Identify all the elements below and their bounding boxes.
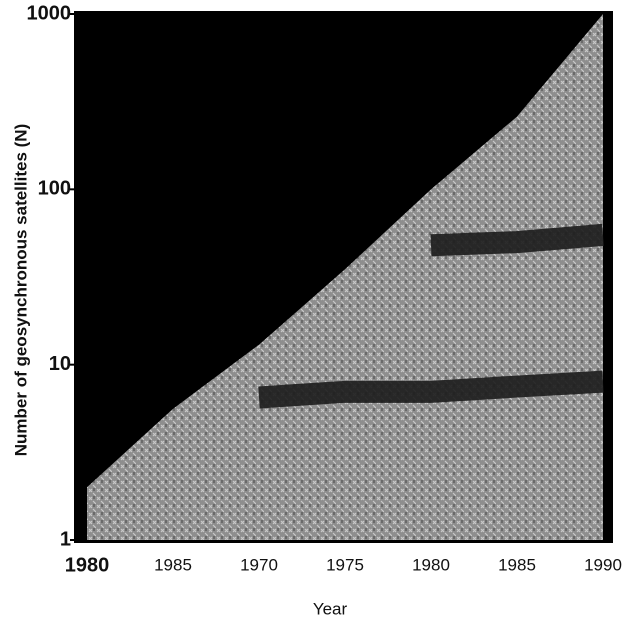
- x-tick-label: 1985: [498, 555, 536, 574]
- x-tick-label: 1975: [326, 555, 364, 574]
- x-tick-label: 1980: [65, 554, 110, 576]
- x-tick-label: 1990: [584, 555, 622, 574]
- band: [430, 223, 604, 257]
- band: [258, 370, 604, 409]
- x-axis-label: Year: [313, 599, 348, 618]
- y-tick-label: 1: [60, 528, 71, 550]
- y-axis-label: Number of geosynchronous satellites (N): [11, 124, 30, 457]
- x-tick-label: 1970: [240, 555, 278, 574]
- y-tick-label: 100: [38, 178, 71, 200]
- area-texture: [87, 14, 603, 540]
- x-tick-label: 1985: [154, 555, 192, 574]
- plot-frame: [74, 11, 613, 543]
- y-tick-label: 10: [49, 353, 71, 375]
- x-tick-label: 1980: [412, 555, 450, 574]
- y-tick-label: 1000: [27, 2, 72, 24]
